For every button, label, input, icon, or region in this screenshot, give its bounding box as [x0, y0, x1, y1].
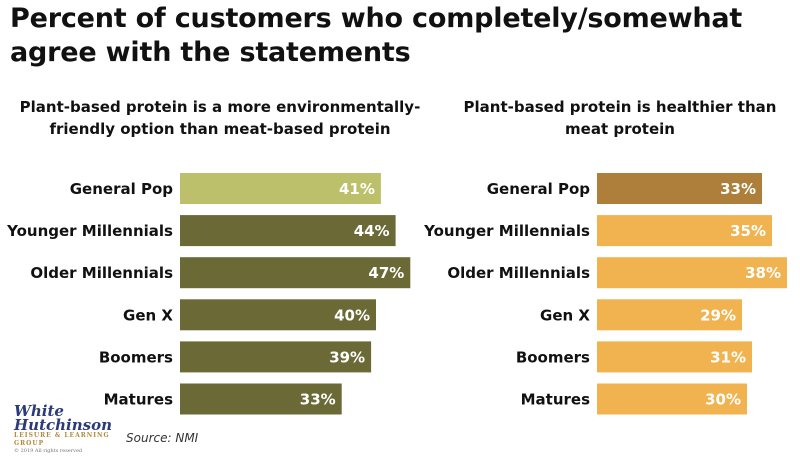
category-label-health-older-millennials: Older Millennials: [447, 264, 590, 282]
value-label-health-younger-millennials: 35%: [730, 222, 766, 240]
value-label-health-older-millennials: 38%: [745, 264, 781, 282]
white-hutchinson-logo: White Hutchinson LEISURE & LEARNING GROU…: [14, 402, 113, 455]
page-title: Percent of customers who completely/some…: [10, 3, 743, 68]
category-label-health-matures: Matures: [521, 391, 590, 409]
category-label-health-younger-millennials: Younger Millennials: [423, 222, 590, 240]
bar-health-matures: [597, 383, 747, 415]
bar-env-general-pop: [180, 173, 381, 204]
bar-env-boomers: [180, 341, 372, 373]
bar-health-boomers: [597, 341, 752, 373]
bar-health-general-pop: [597, 173, 762, 204]
value-label-env-boomers: 39%: [329, 348, 365, 366]
value-label-health-general-pop: 33%: [720, 180, 756, 198]
value-label-health-gen-x: 29%: [700, 306, 736, 324]
bar-env-gen-x: [180, 299, 376, 331]
source-note: Source: NMI: [126, 431, 199, 445]
value-label-health-boomers: 31%: [710, 348, 746, 366]
bar-env-matures: [180, 383, 342, 415]
category-label-health-general-pop: General Pop: [487, 180, 591, 198]
value-label-env-matures: 33%: [300, 391, 336, 409]
category-label-health-gen-x: Gen X: [540, 306, 590, 324]
bar-env-older-millennials: [180, 257, 411, 289]
bar-health-gen-x: [597, 299, 742, 331]
bar-health-younger-millennials: [597, 215, 772, 247]
bar-health-older-millennials: [597, 257, 787, 289]
category-label-env-matures: Matures: [104, 391, 173, 409]
category-label-env-older-millennials: Older Millennials: [30, 264, 173, 282]
value-label-health-matures: 30%: [705, 391, 741, 409]
chart-title-environment: Plant-based protein is a more environmen…: [19, 98, 421, 138]
category-label-env-younger-millennials: Younger Millennials: [6, 222, 173, 240]
chart-title-healthier: Plant-based protein is healthier than me…: [463, 98, 777, 138]
value-label-env-gen-x: 40%: [334, 306, 370, 324]
value-label-env-older-millennials: 47%: [368, 264, 404, 282]
category-label-env-boomers: Boomers: [99, 348, 173, 366]
category-label-env-general-pop: General Pop: [70, 180, 174, 198]
value-label-env-younger-millennials: 44%: [354, 222, 390, 240]
bar-env-younger-millennials: [180, 215, 396, 247]
value-label-env-general-pop: 41%: [339, 180, 375, 198]
category-label-health-boomers: Boomers: [516, 348, 590, 366]
category-label-env-gen-x: Gen X: [123, 306, 173, 324]
